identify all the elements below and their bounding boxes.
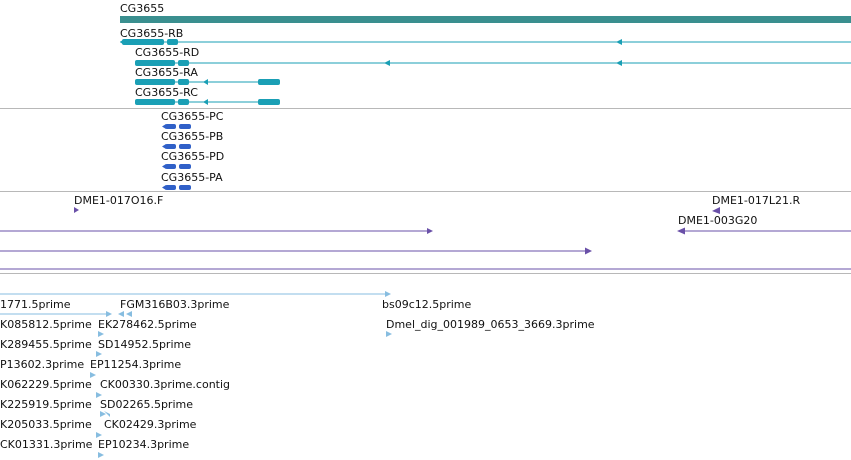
transcript-feature-rd[interactable] bbox=[135, 60, 851, 66]
est-feature-dmel[interactable] bbox=[386, 331, 392, 337]
est-feature-r3[interactable] bbox=[98, 331, 104, 337]
est-label: CK01331.3prime bbox=[0, 438, 93, 451]
protein-label-pb: CG3655-PB bbox=[161, 130, 224, 143]
est-feature-r7[interactable] bbox=[100, 411, 106, 417]
gene-label: CG3655 bbox=[120, 2, 165, 15]
est-label: bs09c12.5prime bbox=[382, 298, 472, 311]
est-label: K085812.5prime bbox=[0, 318, 92, 331]
est-label: EP11254.3prime bbox=[90, 358, 182, 371]
transcript-label-rd: CG3655-RD bbox=[135, 46, 200, 59]
protein-feature-pd[interactable] bbox=[162, 164, 191, 169]
est-label: K062229.5prime bbox=[0, 378, 92, 391]
est-label: SD02265.5prime bbox=[100, 398, 193, 411]
clone-feature-long-1[interactable] bbox=[0, 228, 433, 234]
est-label: EP10234.3prime bbox=[98, 438, 190, 451]
est-label: FGM316B03.3prime bbox=[120, 298, 230, 311]
protein-feature-pc[interactable] bbox=[162, 124, 191, 129]
protein-feature-pb[interactable] bbox=[162, 144, 191, 149]
track-separator bbox=[0, 108, 851, 109]
protein-label-pd: CG3655-PD bbox=[161, 150, 225, 163]
transcript-label-ra: CG3655-RA bbox=[135, 66, 198, 79]
transcript-feature-ra[interactable] bbox=[135, 79, 280, 85]
protein-label-pc: CG3655-PC bbox=[161, 110, 224, 123]
clone-feature-017l21[interactable] bbox=[712, 207, 720, 214]
est-label: K205033.5prime bbox=[0, 418, 92, 431]
transcript-feature-rc[interactable] bbox=[135, 99, 280, 105]
clone-feature-017o16[interactable] bbox=[74, 207, 79, 213]
est-label: SD14952.5prime bbox=[98, 338, 191, 351]
est-feature-row2[interactable] bbox=[0, 311, 132, 317]
clone-feature-003g20[interactable] bbox=[677, 227, 851, 235]
transcript-label-rb: CG3655-RB bbox=[120, 27, 184, 40]
transcript-feature-rb[interactable] bbox=[120, 39, 851, 45]
est-label: P13602.3prime bbox=[0, 358, 85, 371]
clone-label-017o16: DME1-017O16.F bbox=[74, 194, 164, 207]
track-separator bbox=[0, 273, 851, 274]
est-label: Dmel_dig_001989_0653_3669.3prime bbox=[386, 318, 595, 331]
transcript-label-rc: CG3655-RC bbox=[135, 86, 198, 99]
est-feature-r5[interactable] bbox=[90, 372, 96, 378]
est-label: CK02429.3prime bbox=[104, 418, 197, 431]
est-label: 1771.5prime bbox=[0, 298, 71, 311]
est-label: K289455.5prime bbox=[0, 338, 92, 351]
protein-label-pa: CG3655-PA bbox=[161, 171, 223, 184]
est-label: CK00330.3prime.contig bbox=[100, 378, 231, 391]
gene-feature-cg3655[interactable] bbox=[120, 16, 851, 23]
est-feature-r8[interactable] bbox=[96, 432, 102, 438]
est-feature-r4[interactable] bbox=[96, 351, 102, 357]
track-separator bbox=[0, 191, 851, 192]
est-label: EK278462.5prime bbox=[98, 318, 197, 331]
est-feature-r7b[interactable] bbox=[104, 411, 110, 417]
est-label: K225919.5prime bbox=[0, 398, 92, 411]
clone-label-003g20: DME1-003G20 bbox=[678, 214, 758, 227]
est-feature-row1[interactable] bbox=[0, 291, 391, 297]
est-feature-r6[interactable] bbox=[96, 392, 102, 398]
clone-feature-long-2[interactable] bbox=[0, 247, 592, 255]
est-feature-r9[interactable] bbox=[98, 452, 104, 458]
clone-label-017l21: DME1-017L21.R bbox=[712, 194, 801, 207]
protein-feature-pa[interactable] bbox=[162, 185, 191, 190]
